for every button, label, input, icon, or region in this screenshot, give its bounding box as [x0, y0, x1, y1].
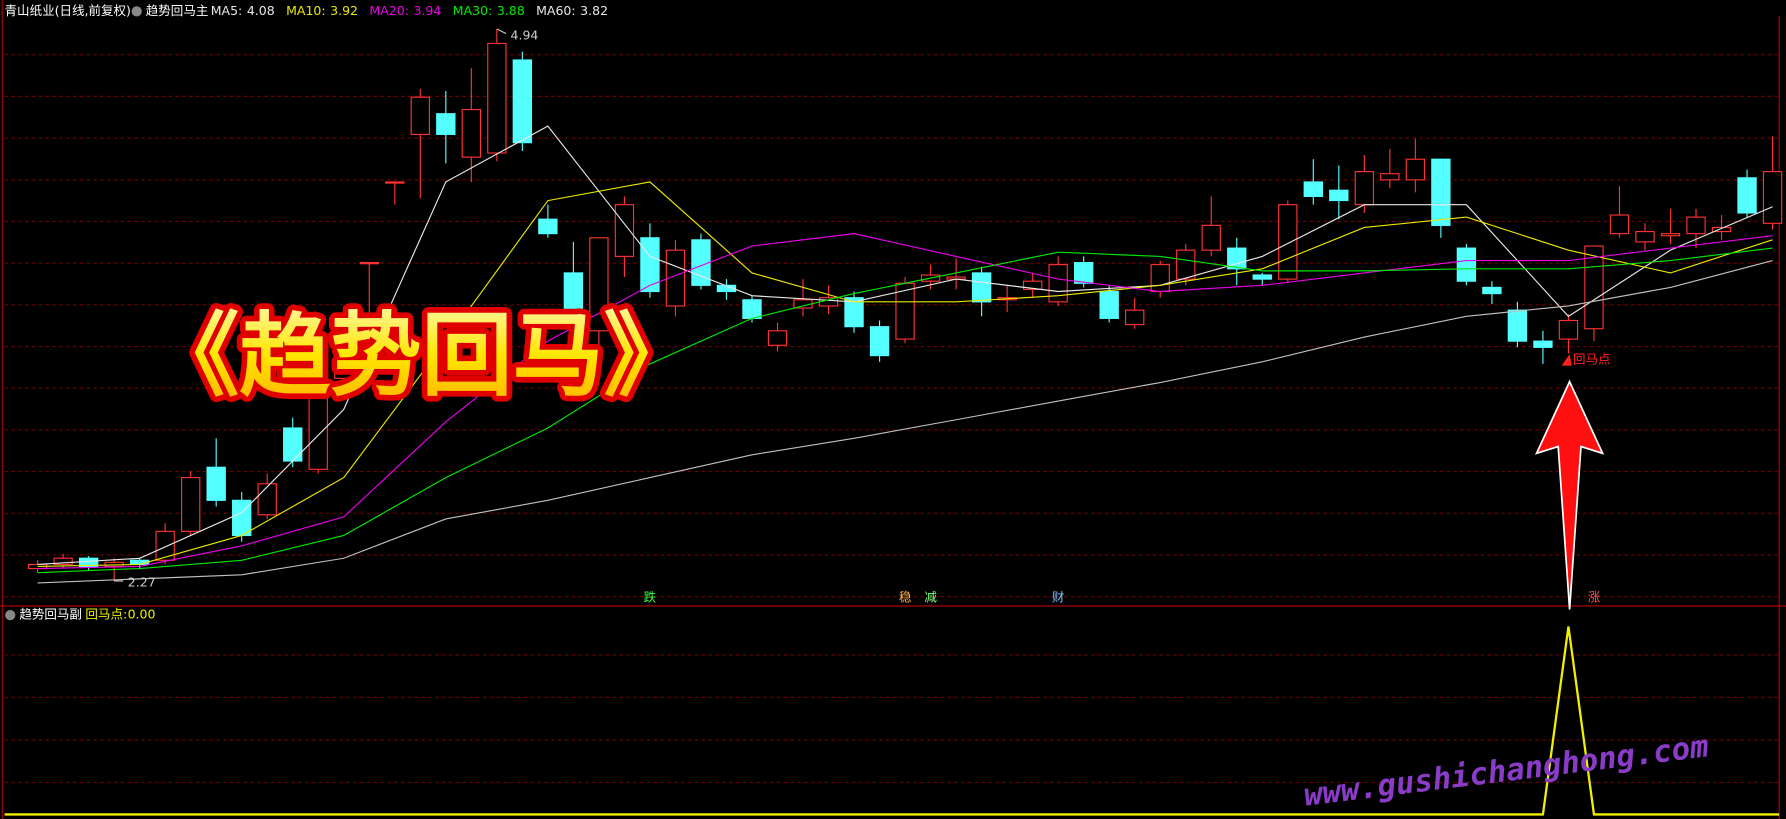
signal-marker: 涨 [1588, 590, 1601, 605]
grid [4, 54, 1780, 783]
ma-value: 3.82 [580, 3, 608, 18]
plot: 4.94 2.27 回马点跌 稳减 财 涨 [4, 27, 1783, 816]
candle-body [180, 477, 201, 532]
ma-line [37, 233, 1773, 570]
candle-body [1456, 247, 1477, 282]
candle-body [1482, 286, 1502, 295]
candle-body [1227, 247, 1247, 270]
candle-body [1099, 290, 1119, 319]
candle-body [1533, 340, 1553, 348]
candle-body [1329, 189, 1349, 202]
candle-body [1507, 309, 1528, 342]
ma-legend: MA5: 4.08 MA10: 3.92 MA20: 3.94 MA30: 3.88 MA60:… [211, 3, 608, 18]
signal-arrow [1534, 379, 1605, 610]
candle-body [53, 557, 73, 565]
candle-body [1354, 171, 1375, 206]
candle-body [563, 272, 584, 311]
ma-value: 3.88 [497, 3, 525, 18]
candle-body [512, 59, 533, 144]
candle-body [614, 204, 635, 257]
sub-series-value: 0.00 [128, 607, 156, 622]
candle-body [1737, 177, 1757, 214]
candle-body [206, 466, 226, 501]
ma-value: 3.94 [413, 3, 441, 18]
price-label: 2.27 [128, 575, 156, 590]
candle-body [1278, 204, 1298, 280]
ma-label: MA20: [369, 3, 409, 18]
sub-indicator-name: 趋势回马副 [19, 607, 82, 622]
candle-body [155, 530, 175, 561]
candle-body [1660, 233, 1681, 237]
candle-body [410, 96, 430, 135]
ma-label: MA5: [211, 3, 243, 18]
candle-body [1711, 226, 1732, 233]
ma-label: MA60: [536, 3, 576, 18]
ma-value: 3.92 [330, 3, 358, 18]
stock-name: 青山纸业(日线,前复权) [5, 3, 131, 18]
candle-body [1635, 230, 1655, 243]
ma-line [37, 247, 1773, 574]
candle-body [1150, 264, 1170, 293]
candle-body [1431, 158, 1451, 226]
candle-body [257, 483, 277, 516]
collapse-icon[interactable] [5, 609, 16, 621]
candle-body [436, 113, 456, 135]
candle-body [1073, 262, 1094, 284]
price-label: 4.94 [511, 27, 539, 42]
candle-body [1762, 171, 1783, 224]
candle-body [385, 181, 405, 184]
ma-label: MA10: [286, 3, 326, 18]
candle-body [742, 299, 762, 319]
candle-body [1303, 181, 1323, 197]
indicator-name: 趋势回马主 [146, 3, 209, 18]
candle-body [1176, 249, 1196, 280]
candle-body [1022, 280, 1043, 291]
candle-body [1201, 224, 1221, 251]
candle-body [1125, 309, 1145, 326]
candle-body [869, 326, 890, 357]
candle-body [589, 237, 609, 332]
ma-line [37, 181, 1773, 568]
price-pointer [496, 28, 507, 35]
candle-body [767, 330, 788, 346]
candle-body [1405, 158, 1426, 181]
candle-body [308, 375, 328, 470]
ma-line [37, 259, 1773, 584]
indicator-line [4, 626, 1780, 816]
overlay-title: 《趋势回马》 [148, 303, 695, 409]
candle-body [971, 272, 992, 303]
ma-label: MA30: [453, 3, 493, 18]
sub-series-name: 回马点: [85, 607, 127, 622]
signal-marker: 跌 [644, 590, 657, 605]
signal-triangle [1561, 354, 1572, 366]
candle-body [1252, 274, 1272, 280]
ma-value: 4.08 [247, 3, 275, 18]
collapse-icon[interactable] [131, 6, 142, 17]
candle-body [1380, 173, 1400, 181]
candle-body [487, 42, 507, 154]
ma-line [37, 125, 1773, 565]
candle-body [1558, 319, 1579, 340]
candle-body [538, 218, 558, 235]
signal-marker: 减 [924, 590, 937, 605]
signal-marker: 稳 [899, 590, 912, 605]
candle-body [283, 427, 303, 462]
candle-body [334, 315, 354, 379]
candle-body [1048, 264, 1068, 303]
candle-body [1686, 216, 1706, 235]
candle-body [1609, 214, 1630, 235]
candle-body [359, 262, 379, 265]
signal-label: 回马点 [1573, 351, 1611, 366]
candle-body [844, 297, 864, 328]
candle-body [461, 109, 482, 158]
signal-marker: 财 [1052, 590, 1065, 605]
